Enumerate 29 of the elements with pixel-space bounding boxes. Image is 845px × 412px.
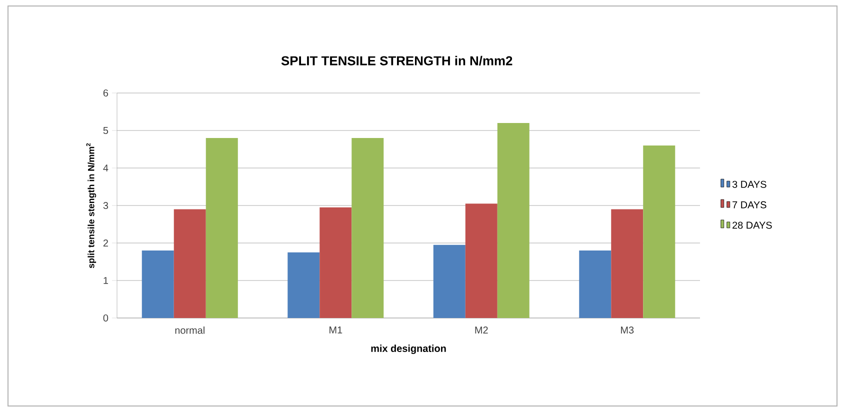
y-tick-label: 1 (104, 277, 108, 284)
y-axis-title: split tensile stength in N/mm$^{2}$ (86, 143, 96, 268)
bar (579, 250, 612, 318)
y-tick-label: 5 (103, 127, 108, 134)
x-tick-label: normal (175, 326, 204, 334)
bar (611, 209, 644, 318)
bar (352, 138, 384, 318)
x-tick-label: M2 (475, 326, 488, 334)
x-tick-label: M3 (621, 326, 634, 334)
bar (288, 252, 320, 318)
chart-title: SPLIT TENSILE STRENGTH in N/mm2 (281, 56, 512, 66)
y-tick-label: 0 (103, 314, 108, 322)
y-tick-label: 3 (103, 202, 108, 210)
y-tick-label: 2 (103, 240, 108, 246)
legend-label: 28 DAYS (732, 222, 772, 229)
bar (174, 209, 206, 318)
bar (320, 207, 352, 318)
bar (497, 122, 530, 318)
bar (433, 244, 466, 318)
x-tick-label: M1 (330, 326, 342, 334)
bar (465, 204, 498, 318)
x-axis-title: mix designation (371, 344, 446, 354)
y-tick-label: 6 (103, 89, 108, 97)
legend-label: 3 DAYS (732, 180, 766, 188)
legend-label: 7 DAYS (732, 201, 766, 208)
bar (643, 145, 676, 318)
y-tick-label: 4 (103, 164, 108, 172)
bar (142, 250, 174, 318)
bar (206, 138, 238, 318)
